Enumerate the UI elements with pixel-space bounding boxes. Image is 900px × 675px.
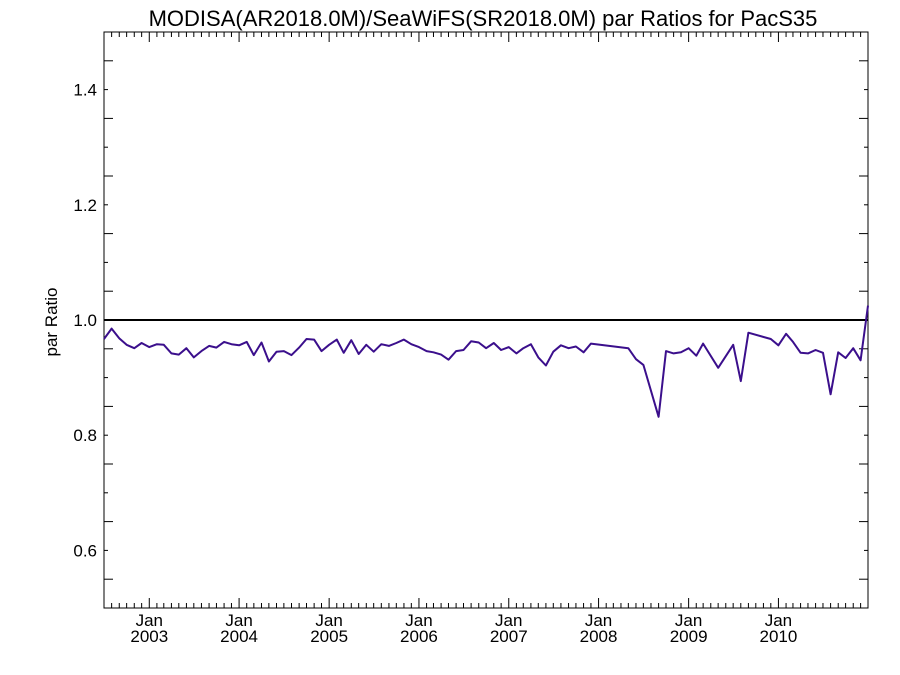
x-tick-year-label: 2009 (670, 627, 708, 646)
x-tick-year-label: 2005 (310, 627, 348, 646)
x-tick-year-label: 2007 (490, 627, 528, 646)
x-tick-year-label: 2008 (580, 627, 618, 646)
x-tick-year-label: 2003 (130, 627, 168, 646)
x-axis-ticks: Jan2003Jan2004Jan2005Jan2006Jan2007Jan20… (111, 32, 862, 646)
y-tick-label: 0.8 (73, 426, 97, 445)
x-tick-month-label: Jan (585, 611, 612, 630)
x-tick-month-label: Jan (225, 611, 252, 630)
x-tick-year-label: 2010 (760, 627, 798, 646)
x-tick-month-label: Jan (675, 611, 702, 630)
x-tick-year-label: 2004 (220, 627, 258, 646)
y-tick-label: 1.4 (73, 81, 97, 100)
y-tick-label: 1.2 (73, 196, 97, 215)
x-tick-year-label: 2006 (400, 627, 438, 646)
x-tick-month-label: Jan (405, 611, 432, 630)
x-tick-month-label: Jan (765, 611, 792, 630)
chart-title: MODISA(AR2018.0M)/SeaWiFS(SR2018.0M) par… (149, 6, 818, 31)
series-line (103, 305, 869, 418)
y-axis-label: par Ratio (42, 288, 61, 357)
x-tick-month-label: Jan (495, 611, 522, 630)
x-tick-month-label: Jan (315, 611, 342, 630)
y-tick-label: 0.6 (73, 541, 97, 560)
series-group (103, 305, 869, 418)
x-tick-month-label: Jan (136, 611, 163, 630)
y-tick-label: 1.0 (73, 311, 97, 330)
